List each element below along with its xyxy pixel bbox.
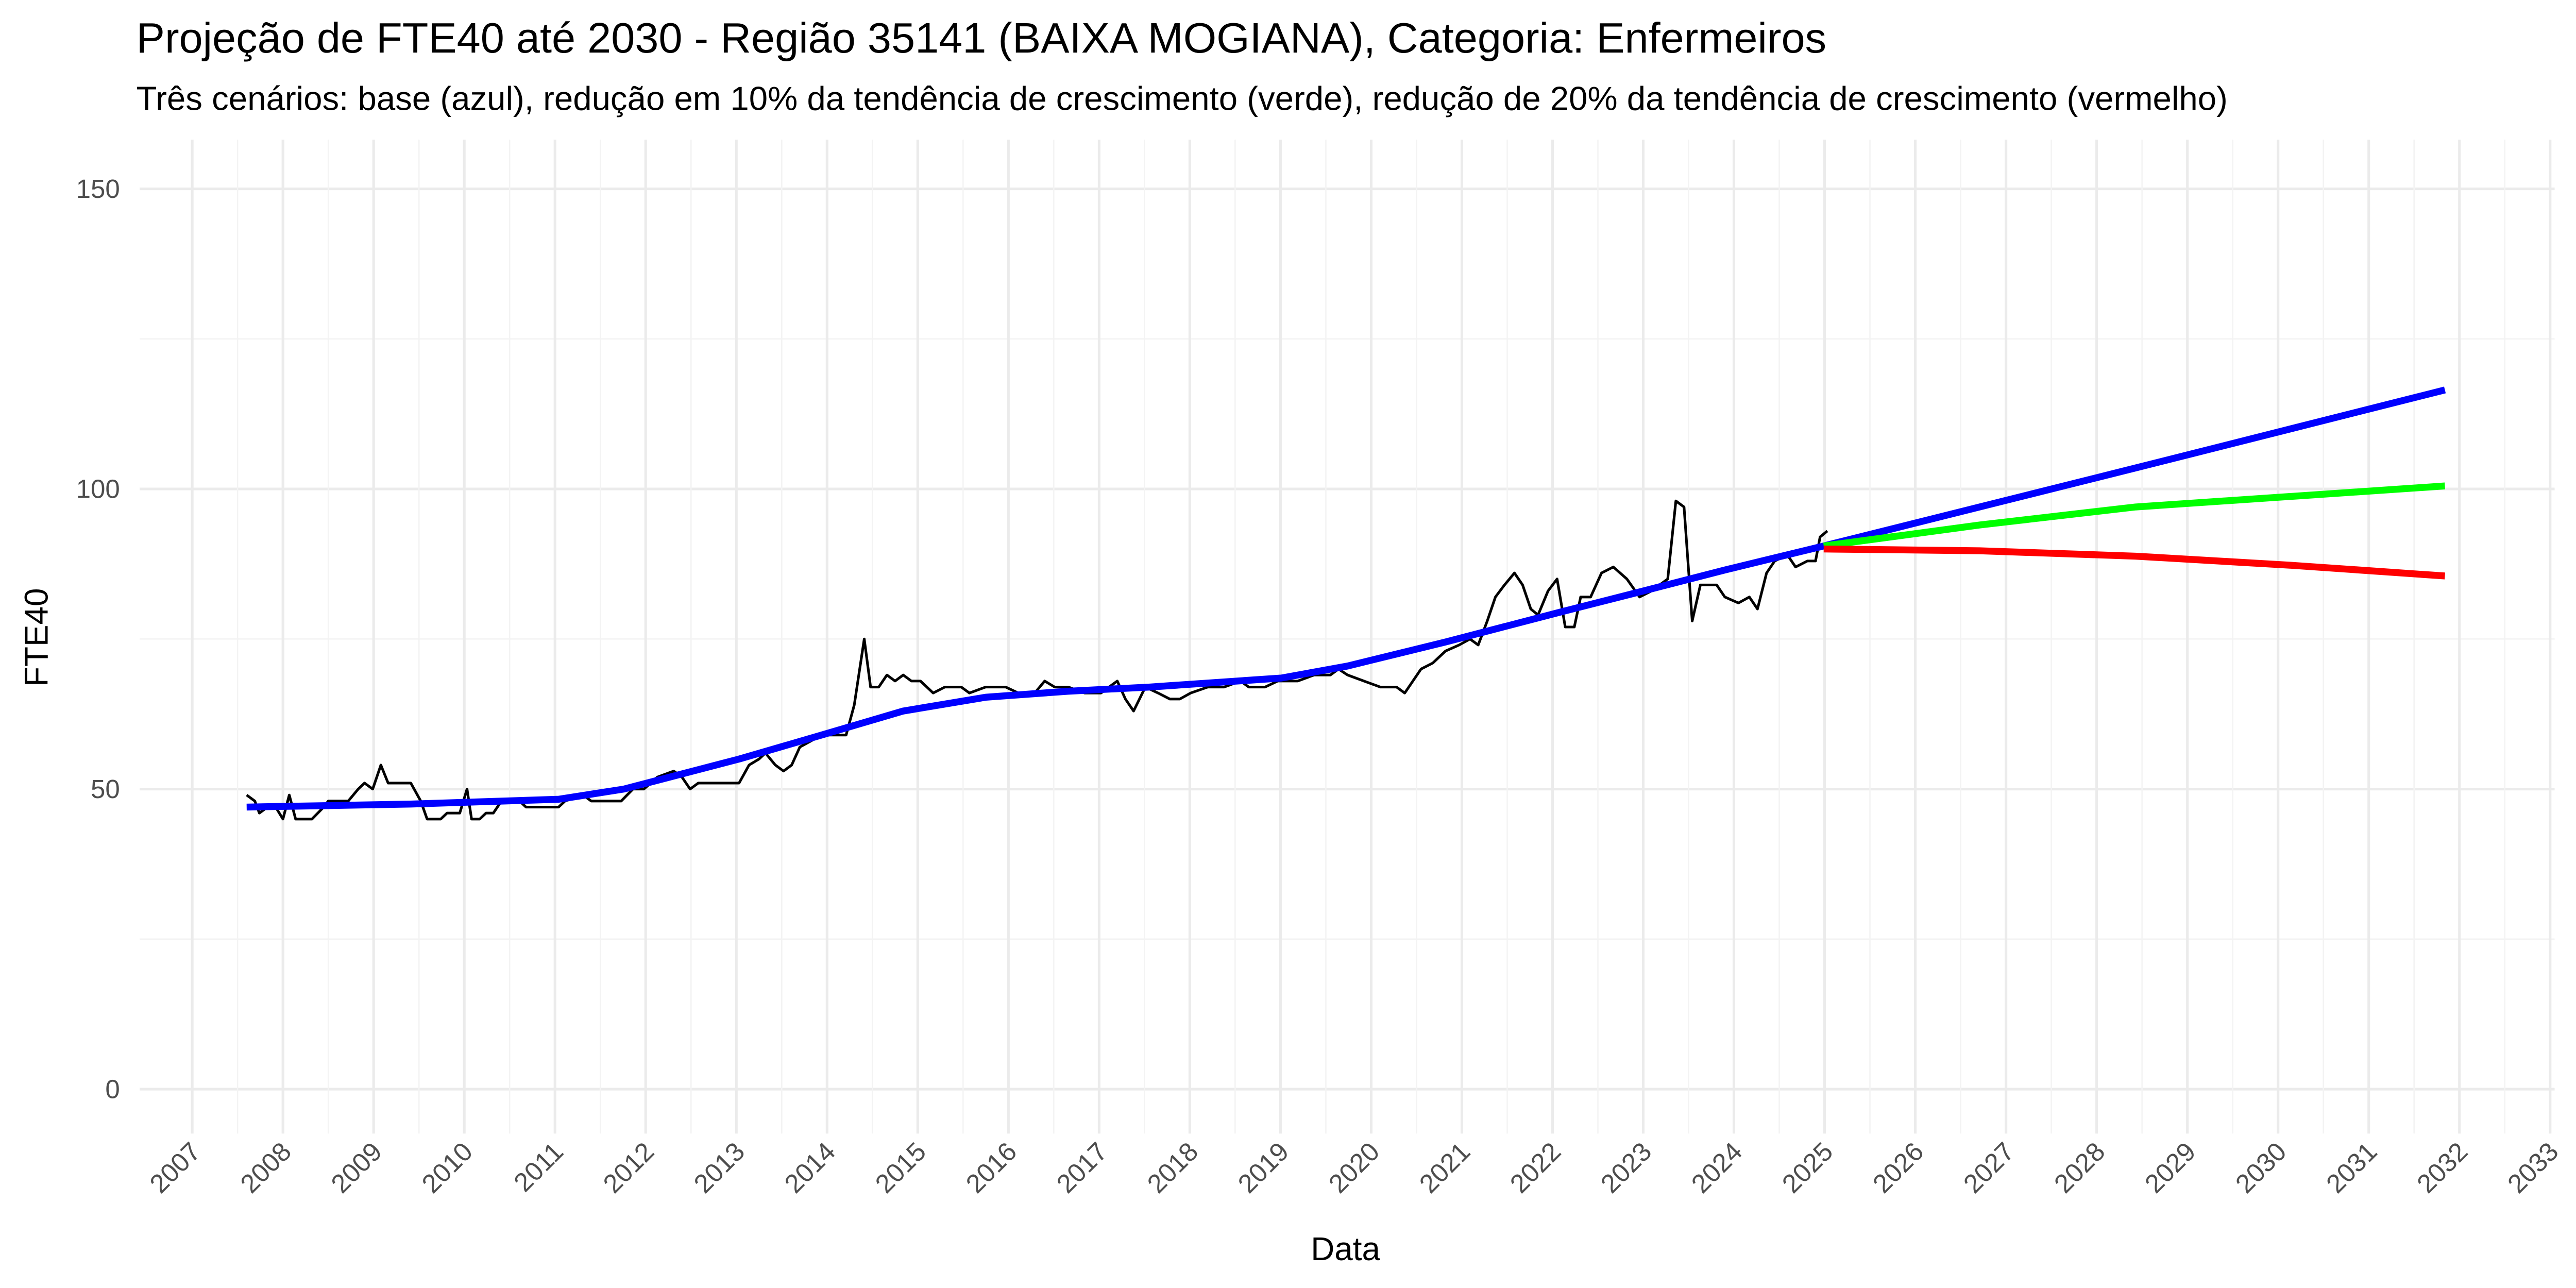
y-tick-label: 150	[76, 174, 120, 204]
y-tick-label: 0	[105, 1075, 120, 1104]
x-tick-label: 2022	[1504, 1137, 1567, 1199]
x-tick-label: 2033	[2502, 1137, 2564, 1199]
x-tick-label: 2028	[2048, 1137, 2111, 1199]
x-tick-label: 2011	[508, 1137, 569, 1197]
x-tick-label: 2030	[2230, 1137, 2292, 1199]
x-tick-label: 2024	[1686, 1137, 1748, 1199]
x-tick-label: 2014	[779, 1137, 841, 1199]
x-tick-label: 2025	[1776, 1137, 1839, 1199]
x-tick-label: 2007	[144, 1137, 206, 1199]
x-tick-label: 2016	[960, 1137, 1023, 1199]
tick-labels: 0 50 100 150 2007 2008 2009 2010 2011 2012 2013 201…	[76, 174, 2564, 1198]
x-tick-label: 2029	[2139, 1137, 2201, 1199]
x-tick-label: 2019	[1232, 1137, 1295, 1199]
y-tick-label: 100	[76, 474, 120, 504]
x-tick-label: 2020	[1323, 1137, 1385, 1199]
x-tick-label: 2021	[1414, 1137, 1476, 1199]
x-tick-label: 2018	[1142, 1137, 1204, 1199]
x-tick-label: 2013	[688, 1137, 751, 1199]
x-tick-label: 2027	[1958, 1137, 2020, 1199]
y-axis-title: FTE40	[18, 588, 55, 687]
x-tick-label: 2008	[235, 1137, 297, 1199]
x-tick-label: 2015	[870, 1137, 932, 1199]
chart-title: Projeção de FTE40 até 2030 - Região 3514…	[137, 14, 1826, 62]
x-tick-label: 2010	[416, 1137, 479, 1199]
x-tick-label: 2017	[1051, 1137, 1113, 1199]
grid	[140, 140, 2555, 1134]
chart-subtitle: Três cenários: base (azul), redução em 1…	[137, 80, 2228, 117]
x-tick-label: 2032	[2411, 1137, 2473, 1199]
series-line	[246, 499, 1828, 821]
x-tick-label: 2026	[1867, 1137, 1929, 1199]
x-tick-label: 2009	[326, 1137, 388, 1199]
y-tick-label: 50	[91, 774, 120, 804]
series-line	[1823, 545, 2446, 580]
series-line	[1823, 482, 2446, 550]
x-tick-label: 2012	[598, 1137, 660, 1199]
x-tick-label: 2023	[1595, 1137, 1657, 1199]
x-tick-label: 2031	[2320, 1137, 2383, 1199]
x-axis-title: Data	[1311, 1230, 1380, 1267]
plot-area	[246, 386, 2446, 821]
series-line	[246, 386, 2446, 811]
